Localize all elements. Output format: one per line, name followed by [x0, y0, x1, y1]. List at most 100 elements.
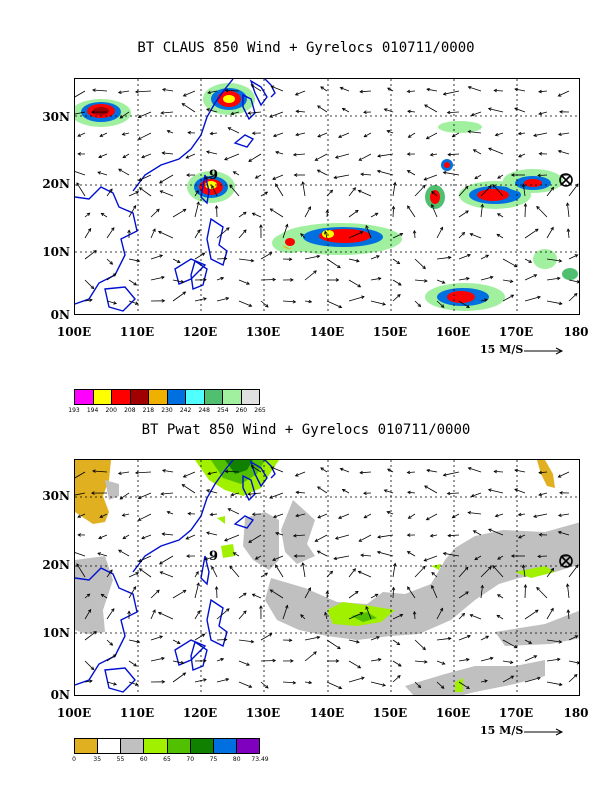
wind-vector — [119, 492, 130, 500]
wind-vector — [275, 564, 284, 578]
wind-vector-head — [77, 514, 81, 518]
wind-vector — [238, 229, 247, 239]
wind-vector — [295, 132, 306, 136]
wind-vector — [106, 654, 117, 662]
wind-vector — [296, 110, 306, 113]
wind-vector — [138, 132, 152, 140]
wind-vector-head — [246, 662, 250, 666]
wind-vector-head — [248, 158, 252, 162]
wind-vector — [495, 132, 504, 136]
wind-vector-head — [182, 672, 187, 676]
wind-vector — [260, 572, 268, 578]
wind-vector-head — [565, 583, 570, 588]
wind-vector-head — [292, 680, 297, 685]
panel1-lat-10n: 10N — [42, 245, 70, 259]
wind-vector — [216, 297, 229, 302]
wind-vector — [161, 111, 174, 114]
wind-vector — [370, 255, 380, 260]
wind-vector — [436, 256, 451, 260]
wind-vector — [495, 513, 504, 517]
wind-vector — [224, 153, 240, 161]
wind-vector-head — [118, 549, 122, 554]
wind-vector — [106, 569, 113, 578]
wind-vector-head — [320, 86, 324, 90]
wind-vector — [424, 485, 438, 494]
wind-vector — [370, 658, 381, 662]
wind-vector-head — [465, 658, 470, 662]
wind-vector-head — [442, 473, 447, 477]
wind-vector-head — [301, 562, 305, 566]
wind-vector-head — [538, 470, 542, 475]
wind-vector — [295, 90, 306, 96]
wind-vector — [315, 534, 328, 542]
wind-vector-head — [573, 293, 578, 297]
wind-vector-head — [137, 495, 142, 500]
wind-vector-head — [187, 511, 192, 516]
wind-vector-head — [313, 651, 317, 655]
wind-vector-head — [355, 258, 360, 263]
wind-vector-head — [138, 558, 143, 563]
wind-vector-head — [534, 609, 539, 613]
wind-vector — [282, 300, 296, 303]
wind-vector-head — [313, 270, 317, 274]
panel2-colorbar-label: 0 — [72, 756, 76, 763]
wind-vector — [360, 554, 372, 557]
wind-vector — [348, 231, 363, 239]
wind-vector-head — [248, 684, 253, 688]
wind-vector-head — [467, 86, 472, 90]
panel2-lon-170e: 170E — [498, 706, 534, 720]
wind-vector-head — [264, 572, 269, 576]
wind-vector — [524, 258, 532, 263]
wind-vector-head — [295, 109, 300, 114]
wind-vector-head — [488, 185, 492, 189]
wind-vector-head — [182, 589, 187, 594]
wind-vector — [414, 279, 428, 282]
wind-vector-head — [467, 511, 472, 515]
wind-vector — [326, 300, 342, 308]
wind-vector-head — [300, 233, 304, 237]
panel2-lon-140e: 140E — [309, 706, 345, 720]
wind-vector — [270, 208, 284, 218]
wind-vector — [392, 182, 396, 197]
panel1-colorbar — [74, 389, 260, 405]
wind-vector — [497, 174, 504, 179]
wind-vector — [348, 591, 359, 599]
wind-vector — [119, 111, 130, 119]
wind-vector-head — [307, 587, 312, 591]
wind-vector — [480, 585, 483, 599]
wind-vector — [407, 205, 416, 218]
wind-vector-head — [376, 550, 381, 555]
wind-vector-head — [406, 470, 411, 475]
wind-vector-head — [138, 568, 143, 572]
wind-vector-head — [377, 154, 381, 158]
wind-vector-head — [205, 150, 210, 154]
wind-vector — [230, 111, 240, 115]
wind-vector — [172, 589, 187, 599]
panel2-colorbar — [74, 738, 260, 754]
wind-vector-head — [377, 277, 382, 281]
wind-vector-head — [203, 678, 207, 682]
wind-vector — [84, 593, 90, 599]
wind-vector — [452, 132, 460, 138]
wind-vector-head — [275, 183, 279, 188]
wind-vector-head — [556, 657, 561, 662]
wind-vector-head — [141, 535, 145, 540]
wind-vector — [424, 174, 438, 181]
panel2-colorbar-label: 70 — [186, 756, 195, 763]
wind-vector-head — [159, 190, 164, 194]
wind-vector-head — [557, 513, 562, 517]
wind-vector-head — [484, 298, 488, 302]
wind-vector-head — [363, 110, 367, 114]
wind-vector — [194, 582, 200, 599]
wind-vector — [546, 681, 562, 686]
wind-vector-head — [466, 685, 470, 690]
wind-vector — [436, 660, 445, 665]
wind-vector-head — [285, 604, 289, 609]
wind-vector-head — [387, 87, 391, 91]
panel1-colorbar-swatch — [241, 390, 259, 404]
wind-vector — [360, 471, 372, 474]
wind-vector-head — [446, 491, 451, 496]
wind-vector-head — [528, 259, 533, 263]
wind-vector-head — [246, 281, 250, 285]
wind-vector-head — [334, 155, 339, 159]
